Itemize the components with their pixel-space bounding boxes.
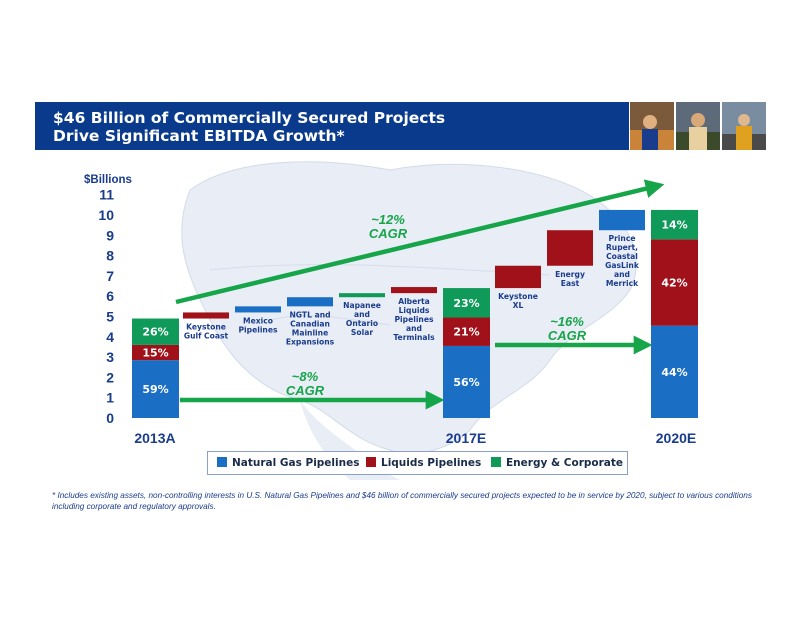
y-tick-label: 8 <box>106 248 114 264</box>
stack-segment <box>443 317 490 346</box>
legend-swatch <box>491 457 501 467</box>
waterfall-label: Prince Rupert, Coastal GasLink and Merrick <box>605 234 640 288</box>
y-tick-label: 9 <box>106 227 114 243</box>
segment-percent-label: 21% <box>453 326 479 339</box>
y-tick-label: 3 <box>106 349 114 365</box>
cagr-caption-label: CAGR <box>548 328 587 343</box>
legend: Natural Gas Pipelines Liquids Pipelines … <box>207 451 628 475</box>
stack-segment <box>651 239 698 326</box>
segment-percent-label: 56% <box>453 376 479 389</box>
waterfall-bar <box>547 230 593 266</box>
waterfall-bar <box>495 265 541 289</box>
waterfall-bar <box>599 209 645 231</box>
y-tick-label: 10 <box>98 207 114 223</box>
waterfall-label: Energy East <box>555 270 585 288</box>
y-tick-label: 2 <box>106 369 114 385</box>
stack-segment <box>132 344 179 361</box>
stack-segment <box>132 318 179 345</box>
stack-segment <box>443 288 490 318</box>
waterfall-label: Keystone XL <box>498 292 538 310</box>
segment-percent-label: 14% <box>661 219 687 232</box>
y-axis-label: $Billions <box>84 174 132 186</box>
waterfall-label: NGTL and Canadian Mainline Expansions <box>286 310 335 346</box>
cagr-value-label: ~12% <box>371 212 405 227</box>
page-title: $46 Billion of Commercially Secured Proj… <box>53 109 445 145</box>
legend-swatch <box>366 457 376 467</box>
footnote: * Includes existing assets, non-controll… <box>52 491 752 511</box>
stack-segment <box>443 345 490 418</box>
cagr-arrow <box>175 179 665 305</box>
y-tick-label: 1 <box>106 390 114 406</box>
title-line-2: Drive Significant EBITDA Growth* <box>53 127 345 145</box>
waterfall-label: Alberta Liquids Pipelines and Terminals <box>393 297 435 342</box>
y-tick-label: 11 <box>99 187 114 203</box>
legend-item-liquids: Liquids Pipelines <box>366 457 481 469</box>
legend-item-energy: Energy & Corporate <box>491 457 623 469</box>
stack-segment <box>132 360 179 418</box>
cagr-value-label: ~8% <box>292 369 319 384</box>
waterfall-bar <box>339 293 385 298</box>
worker-photo-3 <box>722 102 766 150</box>
waterfall-label: Napanee and Ontario Solar <box>343 301 381 337</box>
legend-swatch <box>217 457 227 467</box>
waterfall-label: Mexico Pipelines <box>238 316 278 334</box>
title-banner: $46 Billion of Commercially Secured Proj… <box>35 102 629 150</box>
waterfall-bar <box>391 287 437 294</box>
x-category-label: 2013A <box>134 430 175 446</box>
waterfall-bar <box>235 306 281 313</box>
waterfall-bar <box>287 297 333 307</box>
x-category-label: 2017E <box>446 430 486 446</box>
stacked-bars: 59% 15% 26% 2013A 56% 21% 23% 2017E 44% 42% 14% 202… <box>132 209 698 446</box>
y-tick-label: 6 <box>106 288 114 304</box>
segment-percent-label: 44% <box>661 366 687 379</box>
waterfall-bar <box>183 312 229 319</box>
segment-percent-label: 26% <box>142 326 168 339</box>
cagr-caption-label: CAGR <box>369 226 408 241</box>
y-tick-label: 0 <box>106 410 114 426</box>
waterfall-bars: Keystone Gulf Coast Mexico Pipelines NGTL an… <box>183 209 645 346</box>
y-tick-label: 5 <box>106 309 114 325</box>
y-tick-label: 4 <box>106 329 114 345</box>
segment-percent-label: 23% <box>453 297 479 310</box>
segment-percent-label: 59% <box>142 383 168 396</box>
segment-percent-label: 15% <box>142 347 168 360</box>
cagr-caption-label: CAGR <box>286 383 325 398</box>
waterfall-label: Keystone Gulf Coast <box>184 323 229 341</box>
segment-percent-label: 42% <box>661 276 687 289</box>
y-tick-label: 7 <box>106 268 114 284</box>
legend-item-natural-gas: Natural Gas Pipelines <box>217 457 359 469</box>
title-line-1: $46 Billion of Commercially Secured Proj… <box>53 109 446 127</box>
x-category-label: 2020E <box>656 430 696 446</box>
north-america-map <box>181 161 637 480</box>
worker-photo-2 <box>676 102 720 150</box>
cagr-value-label: ~16% <box>550 314 584 329</box>
cagr-arrows: ~8%CAGR~16%CAGR~12%CAGR <box>175 179 665 410</box>
stack-segment <box>651 325 698 418</box>
stack-segment <box>651 209 698 240</box>
worker-photo-1 <box>630 102 674 150</box>
y-axis-ticks: 0 1 2 3 4 5 6 7 8 9 10 11 <box>98 187 114 426</box>
